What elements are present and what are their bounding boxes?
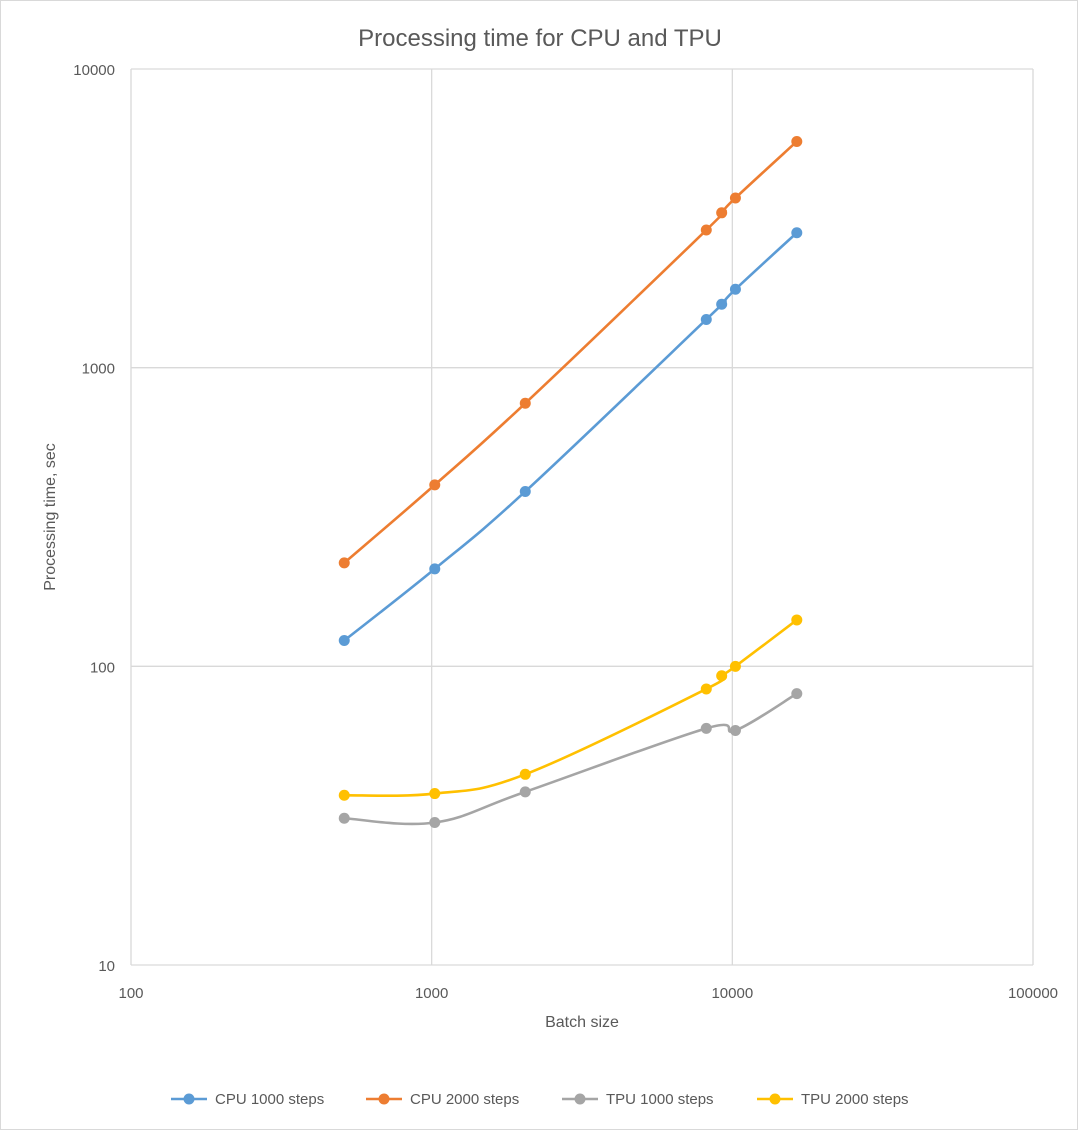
data-point <box>519 786 531 798</box>
data-point <box>519 485 531 497</box>
data-point <box>338 812 350 824</box>
data-point <box>791 135 803 147</box>
y-tick-label: 1000 <box>82 361 115 378</box>
data-point <box>729 283 741 295</box>
data-point <box>519 768 531 780</box>
data-point <box>791 688 803 700</box>
data-point <box>429 563 441 575</box>
series-line-tpu-1000-steps <box>344 692 798 826</box>
y-tick-label: 100 <box>90 659 115 676</box>
legend-marker <box>183 1093 195 1105</box>
series-tpu-2000-steps <box>338 614 803 801</box>
data-point <box>429 816 441 828</box>
x-axis-label: Batch size <box>545 1014 619 1031</box>
data-point <box>729 192 741 204</box>
legend: CPU 1000 steps CPU 2000 steps TPU 1000 ste… <box>171 1091 909 1108</box>
data-point <box>729 724 741 736</box>
series-line-cpu-2000-steps <box>343 140 798 564</box>
data-point <box>338 789 350 801</box>
data-point <box>729 660 741 672</box>
data-point <box>338 635 350 647</box>
data-point <box>519 397 531 409</box>
data-point <box>716 670 728 682</box>
chart-title: Processing time for CPU and TPU <box>358 25 722 52</box>
series-line-cpu-1000-steps <box>343 231 798 642</box>
x-tick-label: 100 <box>118 985 143 1002</box>
data-point <box>429 479 441 491</box>
legend-item-tpu-1000-steps: TPU 1000 steps <box>562 1091 714 1108</box>
series-line-tpu-2000-steps <box>344 618 798 798</box>
series-cpu-2000-steps <box>338 135 803 569</box>
y-tick-label: 10000 <box>73 62 115 79</box>
data-point <box>791 614 803 626</box>
legend-label: CPU 2000 steps <box>410 1091 519 1108</box>
grid-lines <box>130 68 1034 966</box>
legend-label: TPU 1000 steps <box>606 1091 714 1108</box>
data-point <box>716 298 728 310</box>
legend-label: TPU 2000 steps <box>801 1091 909 1108</box>
data-point <box>700 683 712 695</box>
legend-marker <box>574 1093 586 1105</box>
series-tpu-1000-steps <box>338 688 803 828</box>
legend-marker <box>378 1093 390 1105</box>
x-tick-label: 10000 <box>711 985 753 1002</box>
x-tick-label: 100000 <box>1008 985 1058 1002</box>
data-point <box>716 207 728 219</box>
data-point <box>700 313 712 325</box>
legend-item-cpu-1000-steps: CPU 1000 steps <box>171 1091 324 1108</box>
series-cpu-1000-steps <box>338 227 803 647</box>
data-point <box>791 227 803 239</box>
data-point <box>338 557 350 569</box>
legend-item-cpu-2000-steps: CPU 2000 steps <box>366 1091 519 1108</box>
y-tick-label: 10 <box>98 958 115 975</box>
series-layer <box>338 135 803 828</box>
legend-marker <box>769 1093 781 1105</box>
data-point <box>429 788 441 800</box>
legend-label: CPU 1000 steps <box>215 1091 324 1108</box>
y-axis-label: Processing time, sec <box>42 443 59 591</box>
data-point <box>700 224 712 236</box>
x-tick-label: 1000 <box>415 985 448 1002</box>
data-point <box>700 722 712 734</box>
legend-item-tpu-2000-steps: TPU 2000 steps <box>757 1091 909 1108</box>
